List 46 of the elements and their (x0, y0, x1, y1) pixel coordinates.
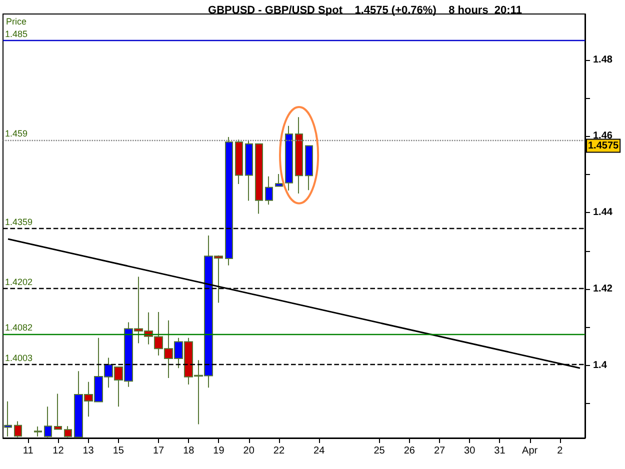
ref-line-label: 1.4082 (5, 322, 33, 333)
x-tick-label: Apr (522, 446, 538, 456)
x-tick-label: 26 (404, 446, 416, 456)
x-tick-label: 17 (152, 446, 165, 456)
y-tick-label: 1.46 (593, 130, 613, 142)
chart-title: GBPUSD - GBP/USD Spot 1.4575 (+0.76%) 8 hours 20:11 (208, 4, 522, 16)
ref-line-label: 1.4202 (5, 276, 33, 287)
x-tick-label: 19 (213, 446, 225, 456)
annotation: 1.4575 (588, 140, 620, 152)
candlestick (44, 406, 52, 437)
candlestick (235, 139, 243, 184)
x-tick-label: 31 (494, 446, 506, 456)
x-tick-label: 13 (82, 446, 94, 456)
y-tick-label: 1.42 (593, 284, 613, 295)
candlestick (265, 176, 273, 206)
ref-line-label: 1.485 (5, 29, 28, 40)
ref-line-label: 1.4003 (5, 352, 33, 363)
x-tick-label: 12 (52, 446, 64, 456)
candlestick (305, 145, 313, 191)
x-tick-label: 15 (112, 446, 124, 456)
candlestick (285, 125, 293, 191)
candlestick (64, 426, 72, 438)
candlestick (54, 393, 62, 430)
x-tick-label: 18 (183, 446, 195, 456)
x-tick-label: 24 (314, 446, 326, 456)
ref-line-label: 1.4359 (5, 216, 33, 227)
candlestick (4, 400, 12, 437)
candlestick (275, 174, 283, 187)
candlestick (14, 420, 22, 437)
y-tick-label: 1.4 (593, 360, 608, 371)
y-tick-label: 1.48 (593, 54, 613, 66)
candlestick (295, 116, 303, 194)
x-tick-label: 27 (434, 446, 446, 456)
x-tick-label: 20 (243, 446, 255, 456)
x-tick-label: 2 (557, 446, 564, 456)
x-tick-label: 30 (464, 446, 476, 456)
candlestick (245, 140, 253, 202)
x-tick-label: 22 (273, 446, 285, 456)
ref-line-label: 1.459 (5, 128, 28, 139)
candlestick (225, 136, 233, 266)
x-tick-label: 25 (374, 446, 386, 456)
candlestick (34, 426, 42, 437)
y-axis-title: Price (6, 16, 27, 26)
y-tick-label: 1.44 (593, 207, 613, 218)
x-tick-label: 11 (22, 446, 34, 456)
candlestick (255, 143, 263, 214)
